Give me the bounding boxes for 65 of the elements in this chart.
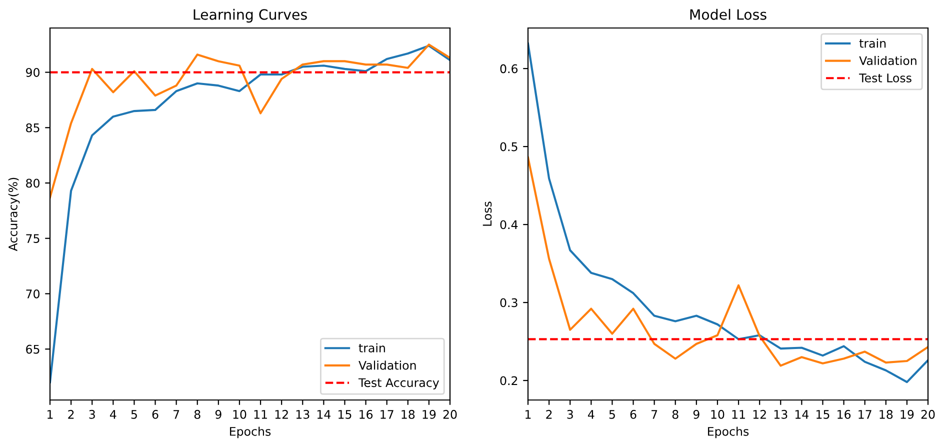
line-series xyxy=(528,156,928,367)
x-tick-label: 15 xyxy=(338,410,352,419)
y-tick-label: 0.3 xyxy=(500,298,518,308)
y-tick-label: 0.2 xyxy=(500,376,518,386)
x-tick-label: 3 xyxy=(89,410,95,419)
x-tick-label: 16 xyxy=(360,410,373,419)
x-tick-label: 5 xyxy=(609,410,615,419)
x-tick-label: 11 xyxy=(254,410,267,419)
chart-title: Model Loss xyxy=(690,8,766,20)
x-tick-label: 11 xyxy=(732,410,745,419)
x-tick-label: 14 xyxy=(795,410,809,419)
y-tick-label: 75 xyxy=(26,234,40,244)
x-tick-label: 18 xyxy=(880,410,893,419)
legend-label: train xyxy=(859,38,886,48)
line-series xyxy=(50,44,450,198)
y-tick-label: 65 xyxy=(26,344,40,354)
x-tick-label: 13 xyxy=(774,410,788,419)
x-tick-label: 3 xyxy=(567,410,573,419)
x-tick-label: 7 xyxy=(174,410,180,419)
x-tick-label: 15 xyxy=(816,410,830,419)
y-tick-label: 0.6 xyxy=(500,64,518,74)
x-tick-label: 10 xyxy=(711,410,724,419)
x-tick-label: 18 xyxy=(402,410,415,419)
legend-label: Test Loss xyxy=(859,74,912,82)
x-tick-label: 1 xyxy=(526,410,531,419)
x-tick-label: 7 xyxy=(652,410,658,419)
x-tick-label: 17 xyxy=(380,410,394,419)
x-tick-label: 12 xyxy=(753,410,766,419)
x-tick-label: 5 xyxy=(131,410,137,419)
x-tick-label: 16 xyxy=(838,410,851,419)
x-tick-label: 19 xyxy=(422,410,436,419)
chart-title: Learning Curves xyxy=(194,8,307,23)
x-tick-label: 2 xyxy=(546,410,552,419)
x-tick-label: 13 xyxy=(296,410,310,419)
y-tick-label: 85 xyxy=(26,123,40,132)
x-tick-label: 9 xyxy=(693,410,700,419)
x-tick-label: 1 xyxy=(48,410,53,419)
y-tick-label: 0.4 xyxy=(500,220,518,230)
x-tick-label: 4 xyxy=(110,410,116,419)
x-tick-label: 19 xyxy=(900,410,914,419)
x-tick-label: 8 xyxy=(194,410,200,419)
x-tick-label: 20 xyxy=(921,410,935,419)
legend-label: Validation xyxy=(358,360,416,370)
y-axis-title: Loss xyxy=(482,202,492,226)
legend-label: Test Accuracy xyxy=(358,378,440,390)
y-tick-label: 90 xyxy=(26,68,40,77)
x-tick-label: 12 xyxy=(275,410,288,419)
y-tick-label: 70 xyxy=(26,289,40,298)
x-axis-title: Epochs xyxy=(230,426,271,438)
x-axis-title: Epochs xyxy=(708,426,749,438)
y-tick-label: 80 xyxy=(26,178,40,188)
legend-label: Validation xyxy=(859,56,916,66)
x-tick-label: 6 xyxy=(630,410,636,419)
x-tick-label: 4 xyxy=(588,410,594,419)
y-tick-label: 0.5 xyxy=(500,142,518,152)
y-axis-title: Accuracy(%) xyxy=(8,178,20,252)
legend-label: train xyxy=(358,343,385,352)
x-tick-label: 8 xyxy=(672,410,678,419)
x-tick-label: 9 xyxy=(215,410,222,419)
x-tick-label: 6 xyxy=(152,410,158,419)
x-tick-label: 2 xyxy=(68,410,74,419)
x-tick-label: 20 xyxy=(443,410,457,419)
x-tick-label: 17 xyxy=(858,410,872,419)
x-tick-label: 14 xyxy=(317,410,331,419)
x-tick-label: 10 xyxy=(233,410,246,419)
